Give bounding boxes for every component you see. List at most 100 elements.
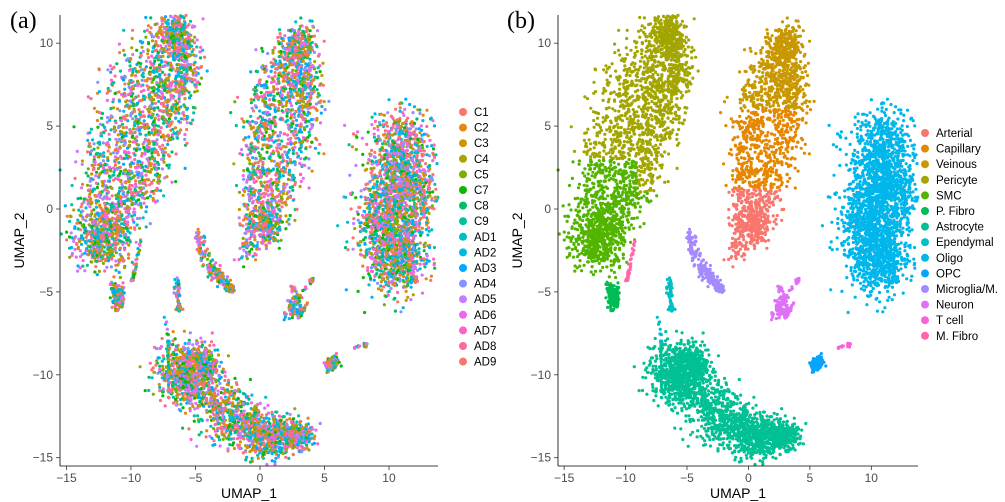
data-point — [148, 194, 152, 198]
data-point — [129, 165, 133, 169]
data-point — [278, 31, 282, 36]
data-point — [296, 40, 300, 44]
data-point — [90, 212, 94, 216]
data-point — [272, 159, 276, 163]
data-point — [130, 46, 134, 50]
data-point — [138, 147, 142, 151]
data-point — [275, 82, 279, 86]
data-point — [277, 180, 281, 184]
data-point — [268, 155, 272, 159]
data-point — [265, 174, 269, 178]
data-point — [254, 131, 258, 135]
data-point — [201, 48, 205, 52]
data-point — [175, 48, 179, 52]
data-point — [291, 122, 295, 126]
data-point — [173, 14, 177, 18]
data-point — [142, 145, 146, 150]
data-point — [73, 226, 77, 230]
data-point — [119, 239, 123, 243]
data-point — [261, 49, 265, 54]
data-point — [166, 98, 170, 102]
data-point — [254, 48, 258, 52]
data-point — [65, 214, 69, 218]
data-point — [184, 59, 188, 63]
data-point — [139, 132, 143, 136]
data-point — [125, 146, 130, 150]
data-point — [108, 64, 112, 68]
data-point — [305, 124, 309, 128]
data-point — [246, 226, 250, 230]
data-point — [133, 153, 137, 157]
data-point — [271, 151, 275, 155]
data-point — [163, 60, 168, 64]
data-point — [144, 173, 148, 177]
data-point — [130, 203, 134, 207]
data-point — [161, 101, 166, 105]
data-point — [89, 217, 93, 221]
data-point — [171, 34, 175, 38]
data-point — [160, 22, 164, 26]
data-point — [370, 115, 374, 119]
data-point — [263, 112, 268, 116]
data-point — [83, 269, 87, 273]
data-point — [70, 183, 74, 188]
data-point — [127, 82, 131, 86]
data-point — [118, 69, 123, 73]
data-point — [91, 241, 95, 245]
data-point — [170, 45, 174, 50]
data-point — [95, 212, 100, 216]
data-point — [281, 79, 285, 83]
data-point — [116, 263, 120, 267]
data-point — [233, 100, 237, 104]
data-point — [254, 95, 258, 99]
data-point — [274, 173, 278, 177]
data-point — [304, 147, 308, 151]
data-point — [126, 57, 130, 61]
data-point — [109, 107, 113, 111]
data-point — [287, 168, 292, 172]
data-point — [72, 208, 76, 212]
data-point — [161, 54, 165, 58]
data-point — [95, 110, 99, 114]
data-point — [172, 43, 176, 47]
data-point — [118, 234, 123, 238]
data-point — [131, 127, 136, 131]
data-point — [343, 123, 347, 127]
data-point — [354, 163, 358, 168]
data-point — [156, 133, 161, 137]
data-point — [122, 190, 126, 195]
data-point — [108, 222, 113, 226]
data-point — [128, 140, 132, 144]
data-point — [254, 253, 258, 257]
data-point — [264, 246, 268, 251]
data-point — [261, 143, 265, 147]
data-point — [94, 194, 99, 198]
data-point — [161, 149, 165, 153]
data-point — [282, 132, 286, 136]
data-point — [162, 64, 166, 68]
data-point — [260, 118, 264, 122]
data-point — [191, 118, 195, 122]
data-point — [301, 59, 305, 63]
data-point — [256, 175, 260, 179]
data-point — [125, 198, 129, 202]
data-point — [254, 209, 258, 213]
data-point — [147, 114, 151, 119]
data-point — [96, 155, 100, 159]
data-point — [374, 201, 378, 205]
data-point — [78, 238, 82, 242]
data-point — [292, 178, 296, 182]
data-point — [119, 154, 123, 158]
data-point — [251, 173, 255, 177]
data-point — [115, 237, 119, 241]
data-point — [284, 214, 288, 218]
data-point — [247, 192, 251, 196]
data-point — [276, 230, 280, 234]
data-point — [95, 259, 99, 263]
data-point — [109, 169, 113, 173]
data-point — [286, 177, 290, 181]
data-point — [283, 185, 287, 189]
data-point — [272, 140, 276, 144]
data-point — [122, 156, 127, 161]
data-point — [276, 62, 280, 66]
